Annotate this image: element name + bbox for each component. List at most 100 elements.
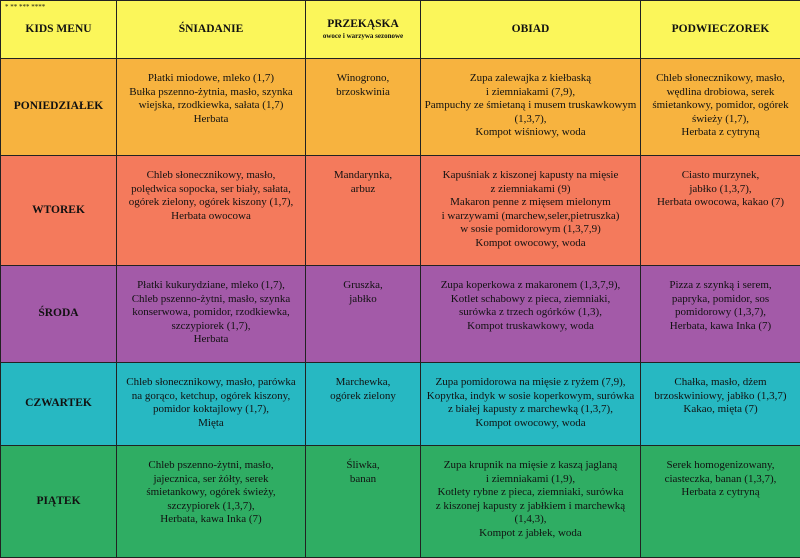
menu-line: śmietankowy, pomidor, ogórek xyxy=(643,99,798,113)
header-cell: ŚNIADANIE xyxy=(117,1,306,59)
menu-line: Kompot truskawkowy, woda xyxy=(423,320,638,334)
menu-line: jabłko xyxy=(308,293,418,307)
menu-cell: Serek homogenizowany,ciasteczka, banan (… xyxy=(641,446,800,558)
menu-line: Chleb pszenno-żytni, masło, xyxy=(119,459,303,473)
menu-line: ogórek zielony, ogórek kiszony (1,7), xyxy=(119,196,303,210)
menu-line: Zupa koperkowa z makaronem (1,3,7,9), xyxy=(423,279,638,293)
menu-line: ciasteczka, banan (1,3,7), xyxy=(643,473,798,487)
menu-line: surówka z trzech ogórków (1,3), xyxy=(423,306,638,320)
menu-line: Zupa zalewajka z kiełbaską xyxy=(423,72,638,86)
menu-cell: Chleb pszenno-żytni, masło,jajecznica, s… xyxy=(117,446,306,558)
menu-line: Mandarynka, xyxy=(308,169,418,183)
header-cell: * ** *** **** KIDS MENU xyxy=(1,1,117,59)
menu-cell: Gruszka,jabłko xyxy=(306,266,421,363)
day-cell: PONIEDZIAŁEK xyxy=(1,59,117,156)
menu-line: wiejska, rzodkiewka, sałata (1,7) xyxy=(119,99,303,113)
column-subtitle: owoce i warzywa sezonowe xyxy=(308,32,418,41)
day-name: PIĄTEK xyxy=(36,495,80,507)
menu-cell: Śliwka,banan xyxy=(306,446,421,558)
menu-line: papryka, pomidor, sos xyxy=(643,293,798,307)
menu-line: brzoskwinia xyxy=(308,86,418,100)
menu-line: z kiszonej kapusty z jabłkiem i marchewk… xyxy=(423,500,638,514)
menu-line: Bułka pszenno-żytnia, masło, szynka xyxy=(119,86,303,100)
menu-line: szczypiorek (1,3,7), xyxy=(119,500,303,514)
menu-line: Kompot owocowy, woda xyxy=(423,417,638,431)
day-name: ŚRODA xyxy=(38,307,78,319)
column-title: ŚNIADANIE xyxy=(119,23,303,37)
menu-line: Herbata owocowa xyxy=(119,210,303,224)
column-title: KIDS MENU xyxy=(3,23,114,37)
header-cell: PODWIECZOREK xyxy=(641,1,800,59)
header-cell: OBIAD xyxy=(421,1,641,59)
menu-line: z ziemniakami (9) xyxy=(423,183,638,197)
menu-line: Chleb pszenno-żytni, masło, szynka xyxy=(119,293,303,307)
menu-cell: Płatki miodowe, mleko (1,7)Bułka pszenno… xyxy=(117,59,306,156)
menu-line: Kompot wiśniowy, woda xyxy=(423,126,638,140)
day-cell: PIĄTEK xyxy=(1,446,117,558)
menu-line: Płatki miodowe, mleko (1,7) xyxy=(119,72,303,86)
day-row: ŚRODA Płatki kukurydziane, mleko (1,7),Ch… xyxy=(1,266,800,363)
column-title: OBIAD xyxy=(423,23,638,37)
menu-line: w sosie pomidorowym (1,3,7,9) xyxy=(423,223,638,237)
menu-line: Winogrono, xyxy=(308,72,418,86)
menu-line: Kompot z jabłek, woda xyxy=(423,527,638,541)
menu-cell: Pizza z szynką i serem,papryka, pomidor,… xyxy=(641,266,800,363)
menu-line: brzoskwiniowy, jabłko (1,3,7) xyxy=(643,390,798,404)
menu-line: Herbata xyxy=(119,113,303,127)
menu-line: Herbata owocowa, kakao (7) xyxy=(643,196,798,210)
menu-line: Chleb słonecznikowy, masło, xyxy=(643,72,798,86)
menu-cell: Chleb słonecznikowy, masło,wędlina drobi… xyxy=(641,59,800,156)
menu-line: konserwowa, pomidor, rzodkiewka, xyxy=(119,306,303,320)
menu-line: Chleb słonecznikowy, masło, xyxy=(119,169,303,183)
menu-line: polędwica sopocka, ser biały, sałata, xyxy=(119,183,303,197)
menu-cell: Marchewka,ogórek zielony xyxy=(306,363,421,446)
menu-line: jabłko (1,3,7), xyxy=(643,183,798,197)
menu-line: Zupa pomidorowa na mięsie z ryżem (7,9), xyxy=(423,376,638,390)
menu-cell: Zupa koperkowa z makaronem (1,3,7,9),Kot… xyxy=(421,266,641,363)
menu-line: (1,3,7), xyxy=(423,113,638,127)
menu-line: Śliwka, xyxy=(308,459,418,473)
day-cell: WTOREK xyxy=(1,156,117,266)
menu-line: pomidor koktajlowy (1,7), xyxy=(119,403,303,417)
menu-line: Ciasto murzynek, xyxy=(643,169,798,183)
menu-line: śmietankowy, ogórek świeży, xyxy=(119,486,303,500)
menu-line: jajecznica, ser żółty, serek xyxy=(119,473,303,487)
menu-cell: Chleb słonecznikowy, masło,polędwica sop… xyxy=(117,156,306,266)
menu-line: Marchewka, xyxy=(308,376,418,390)
menu-line: Kotlet schabowy z pieca, ziemniaki, xyxy=(423,293,638,307)
menu-line: Kompot owocowy, woda xyxy=(423,237,638,251)
menu-line: banan xyxy=(308,473,418,487)
menu-cell: Zupa pomidorowa na mięsie z ryżem (7,9),… xyxy=(421,363,641,446)
menu-line: Herbata xyxy=(119,333,303,347)
menu-line: Zupa krupnik na mięsie z kaszą jaglaną xyxy=(423,459,638,473)
menu-line: z białej kapusty z marchewką (1,3,7), xyxy=(423,403,638,417)
header-note: * ** *** **** xyxy=(5,3,45,11)
menu-line: Herbata, kawa Inka (7) xyxy=(643,320,798,334)
menu-line: Herbata z cytryną xyxy=(643,126,798,140)
menu-line: i warzywami (marchew,seler,pietruszka) xyxy=(423,210,638,224)
menu-line: Kopytka, indyk w sosie koperkowym, surów… xyxy=(423,390,638,404)
column-title: PODWIECZOREK xyxy=(643,23,798,37)
day-cell: CZWARTEK xyxy=(1,363,117,446)
column-title: PRZEKĄSKA xyxy=(308,18,418,32)
menu-cell: Mandarynka,arbuz xyxy=(306,156,421,266)
menu-cell: Płatki kukurydziane, mleko (1,7),Chleb p… xyxy=(117,266,306,363)
menu-line: (1,4,3), xyxy=(423,513,638,527)
menu-line: Makaron penne z mięsem mielonym xyxy=(423,196,638,210)
menu-line: wędlina drobiowa, serek xyxy=(643,86,798,100)
menu-line: arbuz xyxy=(308,183,418,197)
menu-cell: Ciasto murzynek,jabłko (1,3,7),Herbata o… xyxy=(641,156,800,266)
menu-line: i ziemniakami (1,9), xyxy=(423,473,638,487)
menu-line: pomidorowy (1,3,7), xyxy=(643,306,798,320)
day-name: WTOREK xyxy=(32,204,85,216)
menu-line: Chałka, masło, dżem xyxy=(643,376,798,390)
menu-line: Mięta xyxy=(119,417,303,431)
menu-line: Chleb słonecznikowy, masło, parówka xyxy=(119,376,303,390)
